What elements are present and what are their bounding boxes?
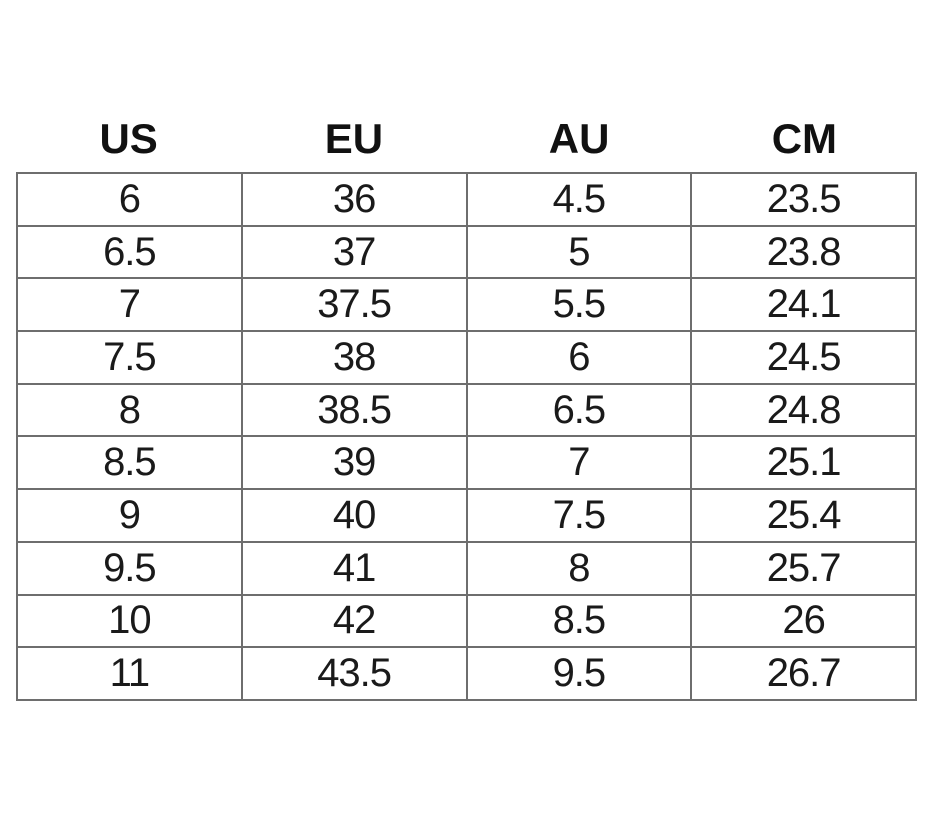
cell-cm: 23.8 bbox=[690, 224, 917, 280]
column-header-us: US bbox=[99, 115, 158, 162]
cell-eu: 37.5 bbox=[240, 277, 468, 333]
cell-cm: 25.7 bbox=[690, 540, 917, 596]
table-row: 8 38.5 6.5 24.8 bbox=[16, 382, 917, 438]
cell-cm: 24.1 bbox=[690, 277, 917, 333]
cell-cm: 24.5 bbox=[690, 330, 917, 385]
table-row: 8.5 39 7 25.1 bbox=[16, 435, 917, 491]
cell-cm: 24.8 bbox=[690, 382, 917, 438]
table-row: 9.5 41 8 25.7 bbox=[16, 540, 917, 596]
cell-us: 8.5 bbox=[16, 435, 243, 491]
cell-eu: 38 bbox=[240, 330, 468, 385]
cell-eu: 43.5 bbox=[240, 646, 468, 701]
cell-us: 9.5 bbox=[16, 540, 243, 596]
cell-eu: 41 bbox=[240, 540, 468, 596]
table-row: 7.5 38 6 24.5 bbox=[16, 330, 917, 385]
cell-eu: 36 bbox=[240, 172, 468, 227]
column-header-eu: EU bbox=[324, 115, 384, 162]
cell-eu: 40 bbox=[240, 488, 468, 543]
cell-au: 7.5 bbox=[465, 488, 693, 543]
cell-cm: 25.4 bbox=[690, 488, 917, 543]
cell-au: 6.5 bbox=[465, 382, 693, 438]
cell-au: 8 bbox=[465, 540, 693, 596]
table-header-row: US EU AU CM bbox=[16, 116, 917, 162]
cell-au: 9.5 bbox=[465, 646, 693, 701]
cell-au: 4.5 bbox=[465, 172, 693, 227]
cell-us: 11 bbox=[16, 646, 243, 701]
cell-au: 5 bbox=[465, 224, 693, 280]
cell-us: 6 bbox=[16, 172, 243, 227]
cell-eu: 38.5 bbox=[240, 382, 468, 438]
table-row: 11 43.5 9.5 26.7 bbox=[16, 646, 917, 701]
table-row: 6 36 4.5 23.5 bbox=[16, 172, 917, 227]
cell-au: 7 bbox=[465, 435, 693, 491]
table-row: 9 40 7.5 25.4 bbox=[16, 488, 917, 543]
cell-eu: 37 bbox=[240, 224, 468, 280]
size-conversion-chart: US EU AU CM 6 36 4.5 23.5 6.5 37 5 23.8 bbox=[16, 0, 917, 701]
cell-us: 10 bbox=[16, 593, 243, 649]
cell-cm: 26.7 bbox=[690, 646, 917, 701]
cell-eu: 39 bbox=[240, 435, 468, 491]
cell-cm: 26 bbox=[690, 593, 917, 649]
cell-au: 8.5 bbox=[465, 593, 693, 649]
cell-us: 7 bbox=[16, 277, 243, 333]
column-header-cm: CM bbox=[771, 115, 838, 162]
cell-us: 7.5 bbox=[16, 330, 243, 385]
cell-eu: 42 bbox=[240, 593, 468, 649]
size-conversion-table: 6 36 4.5 23.5 6.5 37 5 23.8 7 37.5 5.5 2… bbox=[16, 172, 917, 701]
table-row: 10 42 8.5 26 bbox=[16, 593, 917, 649]
table-row: 6.5 37 5 23.8 bbox=[16, 224, 917, 280]
cell-au: 6 bbox=[465, 330, 693, 385]
cell-us: 6.5 bbox=[16, 224, 243, 280]
cell-cm: 23.5 bbox=[690, 172, 917, 227]
cell-us: 9 bbox=[16, 488, 243, 543]
cell-us: 8 bbox=[16, 382, 243, 438]
table-row: 7 37.5 5.5 24.1 bbox=[16, 277, 917, 333]
cell-au: 5.5 bbox=[465, 277, 693, 333]
cell-cm: 25.1 bbox=[690, 435, 917, 491]
column-header-au: AU bbox=[548, 115, 610, 162]
